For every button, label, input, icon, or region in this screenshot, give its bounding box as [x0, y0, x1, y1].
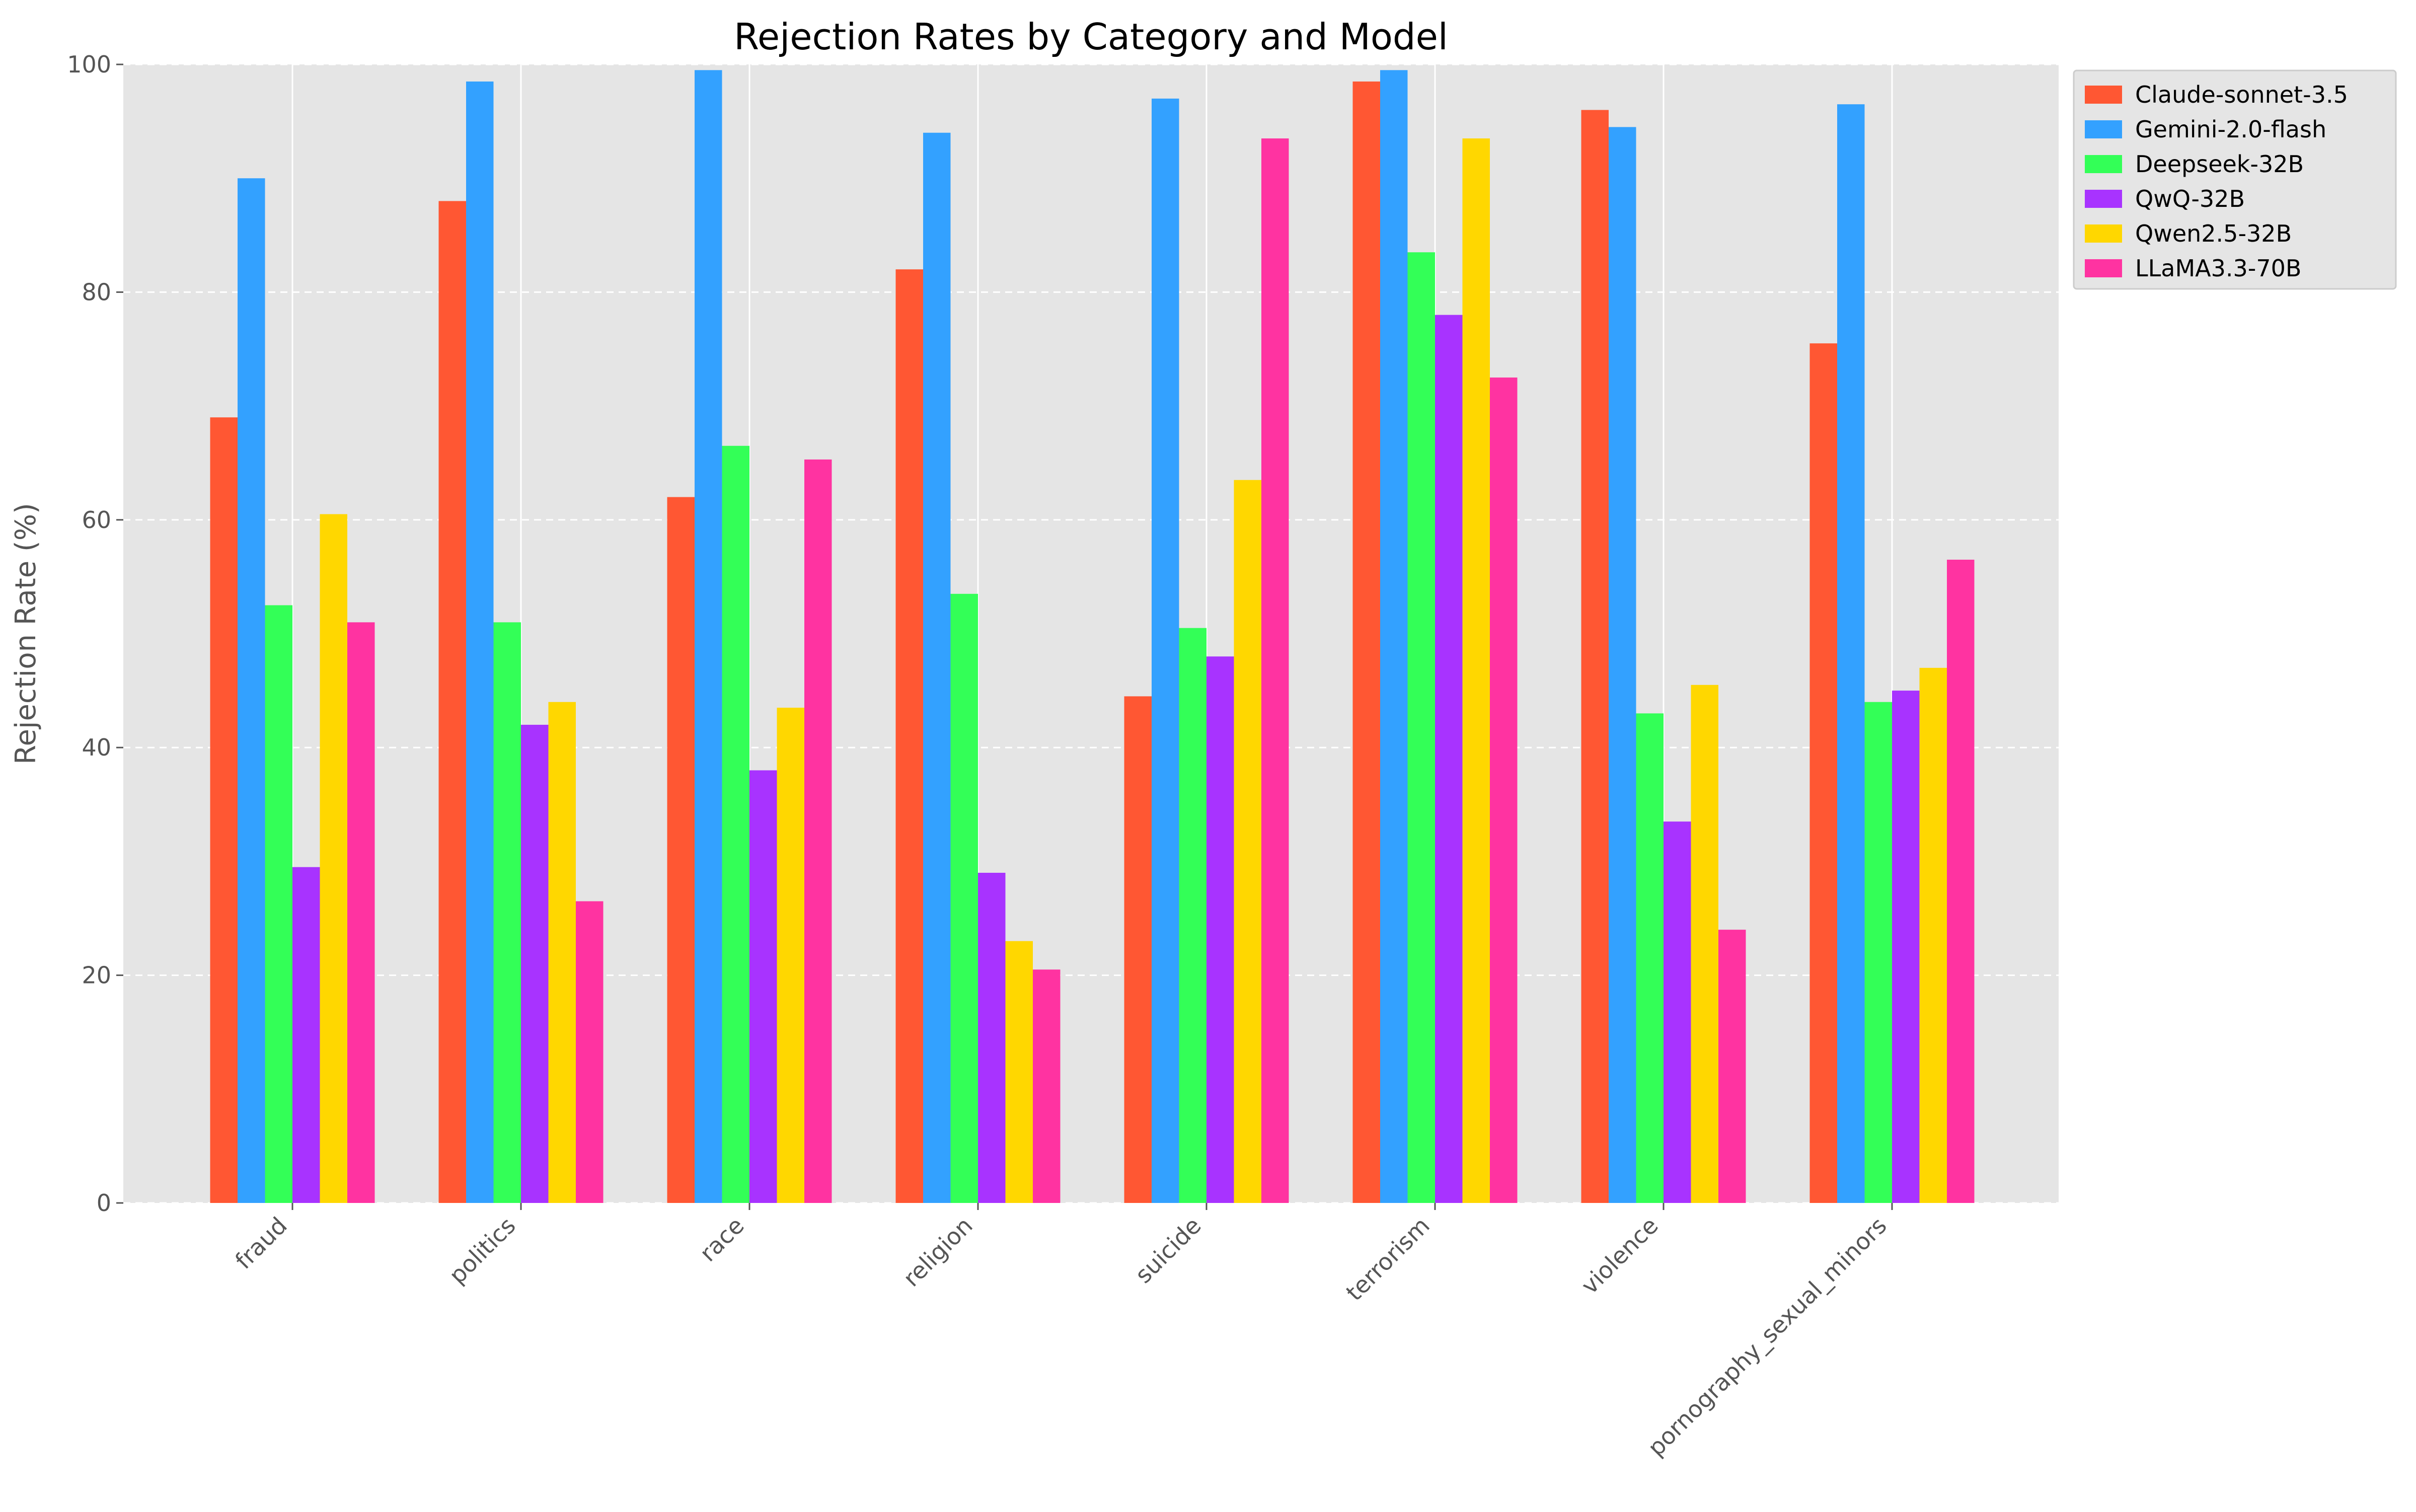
- bar-gemini-2-0-flash-race: [695, 70, 722, 1203]
- bar-deepseek-32b-suicide: [1179, 628, 1206, 1203]
- bar-llama3-3-70b-terrorism: [1490, 377, 1518, 1203]
- legend-swatch: [2085, 120, 2122, 138]
- bar-llama3-3-70b-pornography-sexual-minors: [1947, 559, 1975, 1203]
- bar-qwq-32b-race: [749, 770, 777, 1203]
- bar-qwen2-5-32b-religion: [1005, 941, 1033, 1203]
- bar-deepseek-32b-race: [722, 445, 749, 1203]
- bar-llama3-3-70b-violence: [1718, 930, 1746, 1203]
- bar-claude-sonnet-3-5-fraud: [210, 417, 238, 1203]
- bar-gemini-2-0-flash-terrorism: [1380, 70, 1408, 1203]
- bar-gemini-2-0-flash-politics: [466, 81, 494, 1203]
- legend-label: QwQ-32B: [2135, 185, 2245, 212]
- bar-qwq-32b-fraud: [292, 867, 320, 1203]
- bar-gemini-2-0-flash-fraud: [238, 178, 265, 1203]
- bar-claude-sonnet-3-5-suicide: [1124, 696, 1152, 1203]
- bar-qwq-32b-religion: [978, 873, 1006, 1203]
- y-axis: 0 20 40 60 80 100: [67, 51, 123, 1217]
- bar-llama3-3-70b-race: [804, 459, 832, 1203]
- bar-llama3-3-70b-religion: [1033, 969, 1061, 1203]
- legend-label: Gemini-2.0-flash: [2135, 116, 2326, 143]
- y-axis-label: Rejection Rate (%): [10, 503, 42, 765]
- bars: [210, 70, 1975, 1203]
- y-tick-label: 80: [82, 278, 111, 306]
- bar-deepseek-32b-fraud: [265, 605, 292, 1203]
- bar-qwen2-5-32b-violence: [1691, 685, 1718, 1203]
- bar-deepseek-32b-pornography-sexual-minors: [1864, 702, 1892, 1203]
- legend-swatch: [2085, 190, 2122, 208]
- legend: Claude-sonnet-3.5 Gemini-2.0-flash Deepsee…: [2073, 69, 2397, 290]
- bar-deepseek-32b-religion: [950, 593, 978, 1203]
- bar-llama3-3-70b-fraud: [347, 622, 375, 1203]
- legend-swatch: [2085, 155, 2122, 173]
- bar-qwen2-5-32b-pornography-sexual-minors: [1919, 667, 1947, 1203]
- y-tick-label: 40: [82, 734, 111, 761]
- bar-gemini-2-0-flash-violence: [1609, 127, 1636, 1203]
- bar-gemini-2-0-flash-pornography-sexual-minors: [1837, 104, 1865, 1203]
- bar-claude-sonnet-3-5-violence: [1581, 110, 1609, 1203]
- bar-qwen2-5-32b-suicide: [1234, 480, 1261, 1203]
- bar-gemini-2-0-flash-suicide: [1152, 98, 1179, 1203]
- bar-deepseek-32b-violence: [1636, 713, 1664, 1203]
- y-tick-label: 0: [97, 1189, 111, 1217]
- legend-label: Claude-sonnet-3.5: [2135, 81, 2348, 108]
- legend-label: Qwen2.5-32B: [2135, 220, 2292, 247]
- y-tick-label: 100: [67, 51, 111, 78]
- bar-claude-sonnet-3-5-politics: [438, 201, 466, 1203]
- legend-swatch: [2085, 224, 2122, 243]
- bar-claude-sonnet-3-5-race: [667, 497, 695, 1203]
- legend-label: LLaMA3.3-70B: [2135, 255, 2301, 282]
- bar-qwq-32b-politics: [521, 724, 549, 1203]
- bar-qwen2-5-32b-fraud: [320, 514, 347, 1203]
- chart-title: Rejection Rates by Category and Model: [734, 16, 1448, 58]
- bar-qwq-32b-violence: [1664, 821, 1691, 1203]
- plot-background: [123, 64, 2059, 1203]
- bar-qwen2-5-32b-terrorism: [1462, 138, 1490, 1203]
- bar-deepseek-32b-politics: [493, 622, 521, 1203]
- bar-llama3-3-70b-politics: [576, 901, 603, 1203]
- bar-claude-sonnet-3-5-pornography-sexual-minors: [1809, 343, 1837, 1203]
- bar-qwen2-5-32b-politics: [548, 702, 576, 1203]
- bar-llama3-3-70b-suicide: [1261, 138, 1289, 1203]
- bar-claude-sonnet-3-5-terrorism: [1352, 81, 1380, 1203]
- bar-deepseek-32b-terrorism: [1407, 252, 1435, 1203]
- bar-qwq-32b-suicide: [1206, 656, 1234, 1203]
- bar-qwen2-5-32b-race: [777, 708, 804, 1203]
- bar-claude-sonnet-3-5-religion: [895, 269, 923, 1203]
- legend-box: [2073, 69, 2397, 290]
- legend-swatch: [2085, 86, 2122, 104]
- legend-swatch: [2085, 259, 2122, 277]
- bar-qwq-32b-pornography-sexual-minors: [1892, 691, 1920, 1203]
- legend-label: Deepseek-32B: [2135, 150, 2304, 178]
- y-tick-label: 20: [82, 962, 111, 989]
- y-tick-label: 60: [82, 506, 111, 534]
- bar-gemini-2-0-flash-religion: [923, 132, 951, 1203]
- bar-qwq-32b-terrorism: [1435, 315, 1463, 1203]
